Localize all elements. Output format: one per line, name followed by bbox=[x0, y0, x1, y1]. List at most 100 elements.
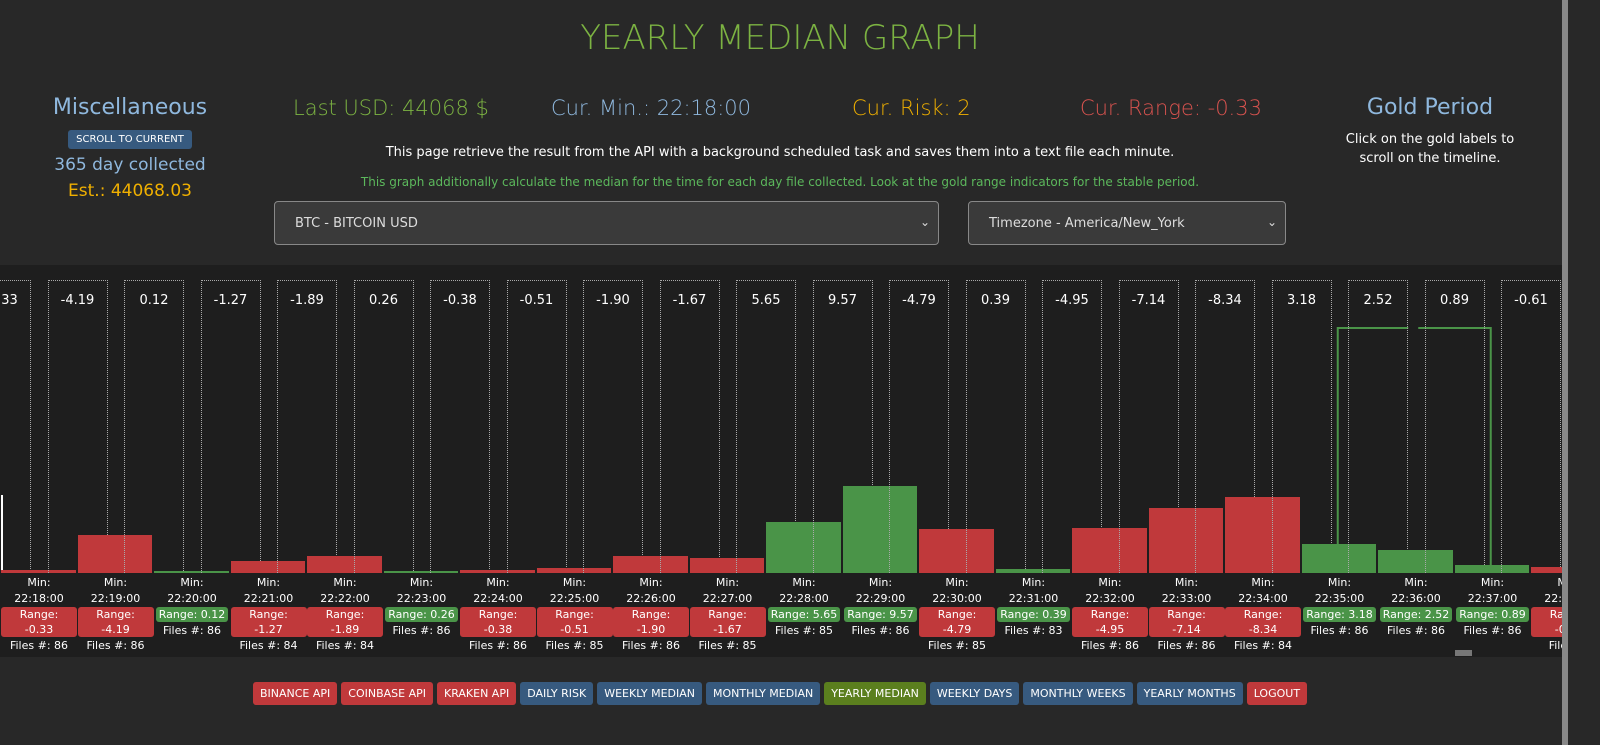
bar[interactable] bbox=[766, 521, 841, 573]
scroll-to-current-button[interactable]: SCROLL TO CURRENT bbox=[68, 130, 192, 149]
range-badge[interactable]: Range: -4.79 bbox=[919, 607, 995, 637]
bar[interactable] bbox=[919, 529, 994, 573]
nav-button-yearly-months[interactable]: YEARLY MONTHS bbox=[1136, 682, 1243, 705]
column-label: Min: 22:31:00 Range: 0.39 Files #: 83 bbox=[996, 575, 1072, 639]
time-label: 22:36:00 bbox=[1391, 592, 1441, 605]
misc-heading: Miscellaneous bbox=[52, 95, 208, 120]
gold-text: Click on the gold labels to scroll on th… bbox=[1345, 132, 1515, 166]
bar[interactable] bbox=[1301, 544, 1376, 573]
min-label: Min: bbox=[715, 576, 740, 589]
min-label: Min: bbox=[562, 576, 587, 589]
bar[interactable] bbox=[230, 561, 305, 573]
min-label: Min: bbox=[868, 576, 893, 589]
bar[interactable] bbox=[1148, 508, 1223, 573]
value-box bbox=[736, 280, 796, 573]
range-badge[interactable]: Range: 3.18 bbox=[1303, 607, 1376, 622]
min-label: Min: bbox=[1174, 576, 1199, 589]
value-label: -1.90 bbox=[596, 293, 630, 308]
range-badge[interactable]: Range: -1.89 bbox=[307, 607, 383, 637]
min-label: Min: bbox=[409, 576, 434, 589]
range-badge[interactable]: Range: 2.52 bbox=[1379, 607, 1453, 622]
bar[interactable] bbox=[995, 569, 1070, 573]
range-badge[interactable]: Range: -8.34 bbox=[1225, 607, 1301, 637]
value-label: 0.39 bbox=[981, 293, 1010, 308]
nav-button-logout[interactable]: LOGOUT bbox=[1246, 682, 1308, 705]
range-badge[interactable]: Range: -1.67 bbox=[689, 607, 766, 637]
bar[interactable] bbox=[1, 569, 76, 573]
bar[interactable] bbox=[154, 571, 229, 573]
time-label: 22:38:00 bbox=[1544, 592, 1562, 605]
bar[interactable] bbox=[1225, 497, 1300, 573]
days-collected: 365 day collected bbox=[54, 155, 206, 175]
range-badge[interactable]: Range: -4.95 bbox=[1072, 607, 1148, 637]
files-count: Files #: 84 bbox=[239, 639, 298, 652]
range-badge[interactable]: Range: 0.89 bbox=[1456, 607, 1529, 622]
nav-button-daily-risk[interactable]: DAILY RISK bbox=[520, 682, 594, 705]
column-label: Min:22:38:00 Range: -0.61 Files #: bbox=[1531, 575, 1562, 654]
bar[interactable] bbox=[842, 485, 917, 573]
bar[interactable] bbox=[307, 555, 382, 573]
value-box bbox=[583, 280, 643, 573]
bar[interactable] bbox=[383, 570, 458, 573]
last-usd: Last USD: 44068 $ bbox=[293, 96, 489, 120]
column-label: Min: 22:23:00 Range: 0.26 Files #: 86 bbox=[384, 575, 460, 639]
range-badge[interactable]: Range: -4.19 bbox=[77, 607, 154, 637]
vertical-scrollbar[interactable] bbox=[1562, 0, 1568, 745]
value-label: -7.14 bbox=[1131, 293, 1166, 308]
nav-button-weekly-median[interactable]: WEEKLY MEDIAN bbox=[597, 682, 703, 705]
value-box bbox=[353, 280, 414, 573]
value-box bbox=[1195, 280, 1255, 573]
value-label: -4.19 bbox=[60, 293, 95, 308]
value-box bbox=[1424, 280, 1485, 573]
range-badge[interactable]: Range: -0.51 bbox=[536, 607, 613, 637]
min-label: Min: bbox=[1404, 576, 1428, 589]
min-label: Min: bbox=[27, 576, 51, 589]
range-badge[interactable]: Range: -1.27 bbox=[230, 607, 307, 637]
median-chart[interactable]: -0.33 Min: 22:18:00 Range: -0.33 Files #: 86… bbox=[0, 265, 1562, 657]
bar[interactable] bbox=[1378, 550, 1453, 573]
bar[interactable] bbox=[1072, 527, 1147, 573]
range-badge[interactable]: Range: 0.12 bbox=[155, 607, 229, 622]
range-badge[interactable]: Range: 9.57 bbox=[844, 607, 917, 622]
range-badge[interactable]: Range: 0.39 bbox=[997, 607, 1070, 622]
nav-button-monthly-weeks[interactable]: MONTHLY WEEKS bbox=[1023, 682, 1133, 705]
horizontal-scrollbar-thumb[interactable] bbox=[1455, 650, 1472, 656]
range-badge[interactable]: Range: 5.65 bbox=[767, 607, 841, 622]
nav-button-yearly-median[interactable]: YEARLY MEDIAN bbox=[824, 682, 926, 705]
range-badge[interactable]: Range: 0.26 bbox=[385, 607, 458, 622]
bar[interactable] bbox=[689, 557, 764, 573]
description-secondary: This graph additionally calculate the me… bbox=[360, 175, 1200, 189]
time-label: 22:29:00 bbox=[855, 592, 906, 605]
column-label: Min: 22:18:00 Range: -0.33 Files #: 86 bbox=[1, 575, 77, 654]
bar[interactable] bbox=[613, 555, 688, 573]
nav-button-coinbase-api[interactable]: COINBASE API bbox=[341, 682, 433, 705]
nav-button-binance-api[interactable]: BINANCE API bbox=[252, 682, 338, 705]
files-count: Files #: 86 bbox=[9, 639, 69, 652]
value-box bbox=[1348, 280, 1408, 573]
time-label: 22:23:00 bbox=[396, 592, 447, 605]
range-badge[interactable]: Range: -1.90 bbox=[613, 607, 689, 637]
range-badge[interactable]: Range: -0.38 bbox=[460, 607, 536, 637]
coin-select[interactable]: BTC - BITCOIN USD ⌄ bbox=[274, 201, 939, 245]
range-badge[interactable]: Range: -7.14 bbox=[1148, 607, 1225, 637]
range-badge[interactable]: Range: -0.33 bbox=[1, 607, 77, 637]
value-label: -1.89 bbox=[290, 293, 324, 308]
bar[interactable] bbox=[1454, 564, 1529, 573]
min-label: Min: bbox=[1327, 576, 1352, 589]
nav-button-monthly-median[interactable]: MONTHLY MEDIAN bbox=[706, 682, 821, 705]
bar[interactable] bbox=[536, 568, 611, 573]
nav-button-weekly-days[interactable]: WEEKLY DAYS bbox=[929, 682, 1020, 705]
time-label: 22:21:00 bbox=[243, 592, 294, 605]
nav-button-kraken-api[interactable]: KRAKEN API bbox=[436, 682, 517, 705]
bar[interactable] bbox=[1531, 567, 1562, 573]
value-label: -1.27 bbox=[213, 293, 248, 308]
min-label: Min: bbox=[103, 576, 128, 589]
time-label: 22:24:00 bbox=[473, 592, 523, 605]
range-badge[interactable]: Range: -0.61 bbox=[1531, 607, 1562, 637]
min-label: Min: bbox=[945, 576, 969, 589]
bar[interactable] bbox=[77, 534, 152, 573]
column-label: Min: 22:34:00 Range: -8.34 Files #: 84 bbox=[1225, 575, 1301, 654]
bar[interactable] bbox=[460, 569, 535, 573]
timezone-select[interactable]: Timezone - America/New_York ⌄ bbox=[968, 201, 1286, 245]
value-box bbox=[0, 280, 31, 573]
